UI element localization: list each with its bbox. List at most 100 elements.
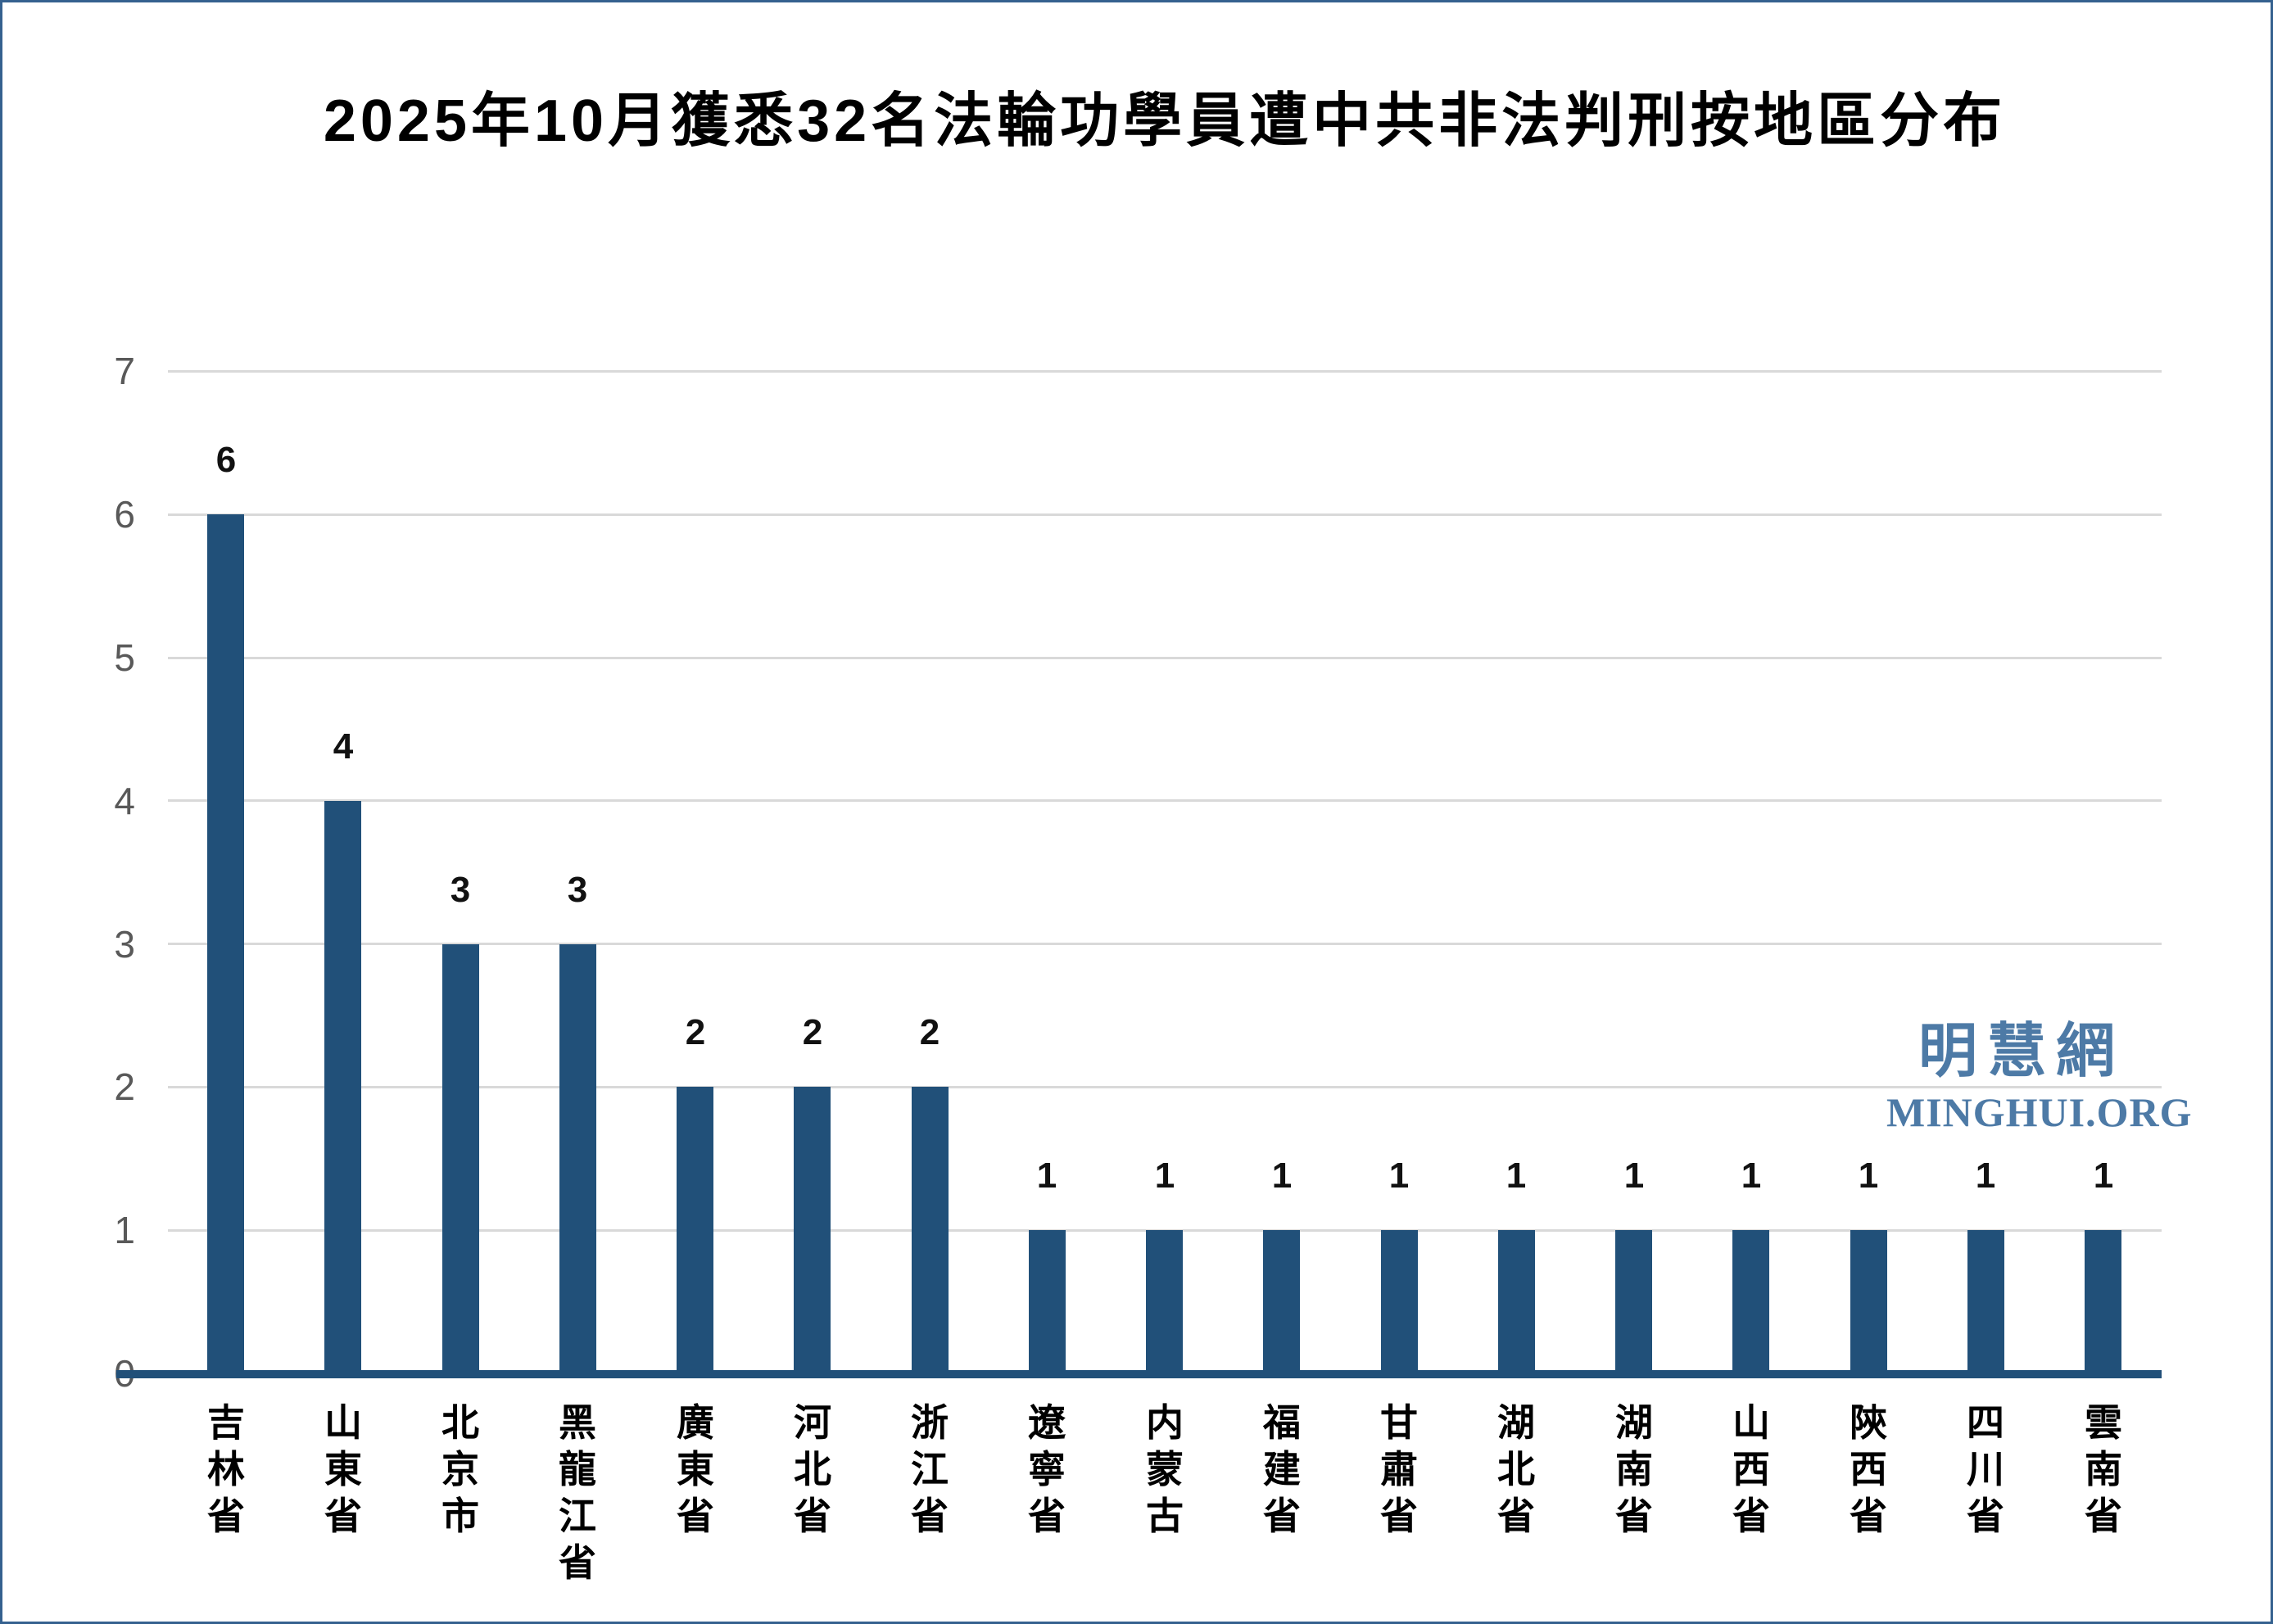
y-tick-label: 7: [114, 350, 135, 392]
bar: [677, 1087, 713, 1373]
bar: [324, 801, 361, 1373]
bar-value-label: 3: [450, 870, 471, 910]
x-category-char: 省: [1615, 1495, 1653, 1537]
x-category-char: 江: [559, 1495, 596, 1537]
gridline: [168, 513, 2162, 516]
y-tick-label: 3: [114, 923, 135, 966]
bar-value-label: 1: [1388, 1156, 1410, 1196]
x-category-char: 省: [1850, 1495, 1887, 1537]
x-category-char: 山: [1732, 1401, 1770, 1444]
x-category-char: 龍: [559, 1448, 596, 1491]
x-category-label: 遼寧省: [1018, 1400, 1075, 1540]
x-category-char: 北: [441, 1401, 479, 1444]
x-category-label: 黑龍江省: [549, 1400, 606, 1586]
bar: [1850, 1230, 1887, 1373]
x-category-char: 雲: [2085, 1401, 2122, 1444]
x-category-char: 古: [1146, 1495, 1184, 1537]
x-category-char: 西: [1732, 1448, 1770, 1491]
watermark-cjk-logo: 明慧網: [1918, 1019, 2125, 1084]
bar-value-label: 1: [1271, 1156, 1293, 1196]
y-tick-label: 1: [114, 1209, 135, 1251]
x-category-char: 寧: [1028, 1448, 1066, 1491]
x-category-char: 黑: [559, 1401, 596, 1444]
x-category-char: 南: [2085, 1448, 2122, 1491]
bar-value-label: 1: [1506, 1156, 1527, 1196]
x-category-char: 省: [207, 1495, 245, 1537]
x-category-char: 河: [794, 1401, 831, 1444]
bar: [1498, 1230, 1535, 1373]
x-category-label: 雲南省: [2075, 1400, 2132, 1540]
x-category-char: 省: [911, 1495, 949, 1537]
x-category-label: 河北省: [784, 1400, 841, 1540]
x-category-char: 東: [324, 1448, 362, 1491]
x-category-char: 浙: [911, 1401, 949, 1444]
x-category-char: 市: [441, 1495, 479, 1537]
y-tick-label: 5: [114, 636, 135, 679]
bar: [912, 1087, 949, 1373]
x-category-char: 南: [1615, 1448, 1653, 1491]
bar: [1615, 1230, 1652, 1373]
x-category-char: 蒙: [1146, 1448, 1184, 1491]
x-category-char: 北: [794, 1448, 831, 1491]
x-category-char: 省: [1967, 1495, 2004, 1537]
x-category-char: 林: [207, 1448, 245, 1491]
x-category-char: 四: [1967, 1401, 2004, 1444]
x-category-char: 吉: [207, 1401, 245, 1444]
x-category-char: 京: [441, 1448, 479, 1491]
x-category-char: 建: [1263, 1448, 1301, 1491]
x-category-label: 廣東省: [667, 1400, 724, 1540]
x-category-label: 北京市: [432, 1400, 489, 1540]
x-category-char: 山: [324, 1401, 362, 1444]
bar-value-label: 2: [685, 1012, 706, 1052]
x-category-char: 陝: [1850, 1401, 1887, 1444]
x-category-label: 甘肅省: [1370, 1400, 1428, 1540]
bar-value-label: 4: [333, 726, 354, 767]
x-category-label: 四川省: [1957, 1400, 2014, 1540]
x-category-char: 甘: [1380, 1401, 1418, 1444]
bar: [1732, 1230, 1769, 1373]
x-category-char: 内: [1146, 1401, 1184, 1444]
bar: [442, 944, 479, 1373]
x-category-char: 湖: [1497, 1401, 1535, 1444]
bar-value-label: 2: [919, 1012, 940, 1052]
bar: [1381, 1230, 1418, 1373]
x-category-label: 内蒙古: [1136, 1400, 1193, 1540]
x-category-char: 省: [1732, 1495, 1770, 1537]
x-category-char: 北: [1497, 1448, 1535, 1491]
x-category-char: 省: [2085, 1495, 2122, 1537]
x-category-char: 省: [1263, 1495, 1301, 1537]
x-category-label: 湖北省: [1487, 1400, 1545, 1540]
x-category-char: 西: [1850, 1448, 1887, 1491]
x-category-char: 省: [1497, 1495, 1535, 1537]
gridline: [168, 1086, 2162, 1088]
x-category-char: 省: [794, 1495, 831, 1537]
x-category-label: 山西省: [1723, 1400, 1780, 1540]
bar-value-label: 6: [215, 440, 237, 480]
bar: [559, 944, 596, 1373]
x-category-char: 湖: [1615, 1401, 1653, 1444]
bar: [1263, 1230, 1300, 1373]
x-category-label: 山東省: [315, 1400, 372, 1540]
bar-value-label: 2: [802, 1012, 823, 1052]
x-category-label: 陝西省: [1840, 1400, 1897, 1540]
x-category-char: 川: [1967, 1448, 2004, 1491]
bar: [207, 514, 244, 1373]
x-category-label: 吉林省: [197, 1400, 255, 1540]
gridline: [168, 799, 2162, 802]
bar-value-label: 1: [2093, 1156, 2114, 1196]
bar-value-label: 1: [1036, 1156, 1057, 1196]
x-category-char: 遼: [1028, 1401, 1066, 1444]
x-category-char: 肅: [1380, 1448, 1418, 1491]
x-axis-line: [116, 1370, 2162, 1378]
x-category-char: 省: [1380, 1495, 1418, 1537]
bar: [2085, 1230, 2121, 1373]
bar-value-label: 1: [1623, 1156, 1645, 1196]
bar-value-label: 1: [1975, 1156, 1996, 1196]
x-category-label: 浙江省: [901, 1400, 958, 1540]
x-category-label: 福建省: [1253, 1400, 1311, 1540]
bar-value-label: 3: [567, 870, 588, 910]
x-category-label: 湖南省: [1605, 1400, 1663, 1540]
gridline: [168, 657, 2162, 659]
bar-value-label: 1: [1741, 1156, 1762, 1196]
